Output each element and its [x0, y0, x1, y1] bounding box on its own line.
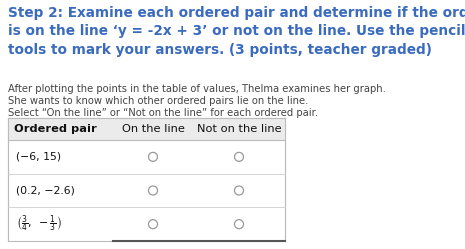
Text: (−6, 15): (−6, 15): [16, 152, 61, 162]
Text: $\left(\frac{3}{4},\ -\frac{1}{3}\right)$: $\left(\frac{3}{4},\ -\frac{1}{3}\right)…: [16, 213, 62, 235]
Text: Select “On the line” or “Not on the line” for each ordered pair.: Select “On the line” or “Not on the line…: [8, 108, 318, 118]
Text: Ordered pair: Ordered pair: [14, 124, 97, 134]
Text: Not on the line: Not on the line: [197, 124, 281, 134]
Text: On the line: On the line: [121, 124, 185, 134]
FancyBboxPatch shape: [8, 118, 285, 241]
Text: She wants to know which other ordered pairs lie on the line.: She wants to know which other ordered pa…: [8, 96, 308, 106]
FancyBboxPatch shape: [8, 118, 285, 140]
Text: After plotting the points in the table of values, Thelma examines her graph.: After plotting the points in the table o…: [8, 84, 386, 94]
Text: (0.2, −2.6): (0.2, −2.6): [16, 186, 75, 195]
Text: Step 2: Examine each ordered pair and determine if the ordered pair
is on the li: Step 2: Examine each ordered pair and de…: [8, 6, 465, 57]
